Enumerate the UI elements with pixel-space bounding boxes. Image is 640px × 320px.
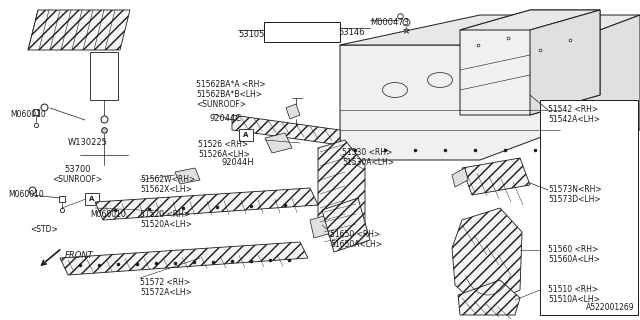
Text: 51510 <RH>: 51510 <RH> [548,285,598,294]
Text: W130225: W130225 [68,138,108,147]
Text: 51510A<LH>: 51510A<LH> [548,295,600,304]
Text: 51530A<LH>: 51530A<LH> [342,158,394,167]
Polygon shape [310,212,342,238]
FancyBboxPatch shape [239,129,253,141]
Text: 51562W<RH>: 51562W<RH> [140,175,195,184]
Text: 51562BA*A <RH>: 51562BA*A <RH> [196,80,266,89]
Polygon shape [462,158,530,195]
Polygon shape [265,133,292,153]
Text: A: A [243,132,249,138]
Text: 92044H: 92044H [222,158,255,167]
Text: M060010: M060010 [8,190,44,199]
Text: 51562X<LH>: 51562X<LH> [140,185,192,194]
Text: <STD>: <STD> [30,225,58,234]
Polygon shape [264,22,340,42]
FancyBboxPatch shape [85,193,99,205]
Text: M060010: M060010 [90,210,125,219]
Polygon shape [286,104,300,119]
Polygon shape [460,10,600,30]
Polygon shape [232,115,340,145]
Polygon shape [175,168,200,184]
Text: M000473: M000473 [370,18,409,27]
Polygon shape [530,10,600,115]
Polygon shape [452,208,522,308]
Text: 51520 <RH>: 51520 <RH> [140,210,190,219]
Text: A: A [90,196,95,202]
Text: 53700: 53700 [64,165,90,174]
Text: 51542 <RH>: 51542 <RH> [548,105,598,114]
Text: 53146: 53146 [338,28,365,37]
Text: A522001269: A522001269 [586,303,635,312]
Text: 51526 <RH>: 51526 <RH> [198,140,248,149]
Text: 51573N<RH>: 51573N<RH> [548,185,602,194]
Polygon shape [560,15,640,130]
Text: FRONT: FRONT [65,251,93,260]
Polygon shape [90,52,118,100]
Text: 51572A<LH>: 51572A<LH> [140,288,192,297]
Text: 51650 <RH>: 51650 <RH> [330,230,380,239]
Text: 51560A<LH>: 51560A<LH> [548,255,600,264]
Text: <SUNROOF>: <SUNROOF> [196,100,246,109]
Text: 51562BA*B<LH>: 51562BA*B<LH> [196,90,262,99]
Text: 51572 <RH>: 51572 <RH> [140,278,190,287]
Polygon shape [60,242,308,275]
Text: 51526A<LH>: 51526A<LH> [198,150,250,159]
Text: 51520A<LH>: 51520A<LH> [140,220,192,229]
Polygon shape [95,188,318,220]
Text: 53105: 53105 [238,30,264,39]
Text: 51542A<LH>: 51542A<LH> [548,115,600,124]
Text: 51560 <RH>: 51560 <RH> [548,245,598,254]
Text: 51573D<LH>: 51573D<LH> [548,195,600,204]
Text: 51650A<LH>: 51650A<LH> [330,240,382,249]
Polygon shape [460,10,600,115]
Text: <SUNROOF>: <SUNROOF> [52,175,102,184]
Polygon shape [340,45,560,160]
Polygon shape [458,280,520,315]
Polygon shape [540,100,638,315]
Polygon shape [322,198,370,252]
Polygon shape [452,168,468,187]
Polygon shape [28,10,130,50]
Text: 92044C: 92044C [210,114,242,123]
Text: 51530 <RH>: 51530 <RH> [342,148,392,157]
Polygon shape [340,15,640,45]
Polygon shape [318,140,365,248]
Text: M060010: M060010 [10,110,45,119]
